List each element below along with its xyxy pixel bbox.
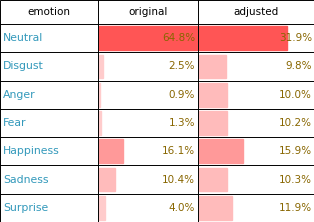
Text: 10.2%: 10.2%	[279, 118, 312, 128]
Text: 11.9%: 11.9%	[279, 203, 312, 213]
Bar	[199, 196, 232, 220]
Bar	[0, 137, 314, 165]
Bar	[99, 26, 197, 50]
Bar	[0, 0, 314, 24]
Bar	[99, 111, 101, 135]
Text: 1.3%: 1.3%	[169, 118, 195, 128]
Bar	[0, 194, 314, 222]
Text: 64.8%: 64.8%	[162, 33, 195, 43]
Bar	[99, 139, 123, 163]
Text: 15.9%: 15.9%	[279, 146, 312, 156]
Text: Neutral: Neutral	[3, 33, 43, 43]
Text: adjusted: adjusted	[233, 7, 279, 17]
Bar	[199, 168, 227, 191]
Text: original: original	[128, 7, 168, 17]
Bar	[0, 165, 314, 194]
Bar	[99, 168, 115, 191]
Bar	[199, 111, 227, 135]
Text: 31.9%: 31.9%	[279, 33, 312, 43]
Bar	[0, 24, 314, 52]
Text: 4.0%: 4.0%	[169, 203, 195, 213]
Bar	[199, 26, 287, 50]
Bar	[99, 196, 105, 220]
Bar	[0, 52, 314, 81]
Text: 0.9%: 0.9%	[169, 90, 195, 100]
Text: Disgust: Disgust	[3, 61, 44, 71]
Bar	[199, 83, 227, 107]
Text: 9.8%: 9.8%	[285, 61, 312, 71]
Text: Surprise: Surprise	[3, 203, 48, 213]
Text: Fear: Fear	[3, 118, 26, 128]
Text: 16.1%: 16.1%	[162, 146, 195, 156]
Text: 10.3%: 10.3%	[279, 174, 312, 184]
Text: 10.0%: 10.0%	[279, 90, 312, 100]
Bar	[0, 81, 314, 109]
Text: Anger: Anger	[3, 90, 35, 100]
Bar	[99, 55, 103, 78]
Text: Sadness: Sadness	[3, 174, 48, 184]
Bar	[0, 109, 314, 137]
Text: emotion: emotion	[28, 7, 71, 17]
Text: Happiness: Happiness	[3, 146, 60, 156]
Bar	[199, 55, 226, 78]
Bar	[99, 83, 100, 107]
Text: 10.4%: 10.4%	[162, 174, 195, 184]
Text: 2.5%: 2.5%	[169, 61, 195, 71]
Bar	[199, 139, 243, 163]
